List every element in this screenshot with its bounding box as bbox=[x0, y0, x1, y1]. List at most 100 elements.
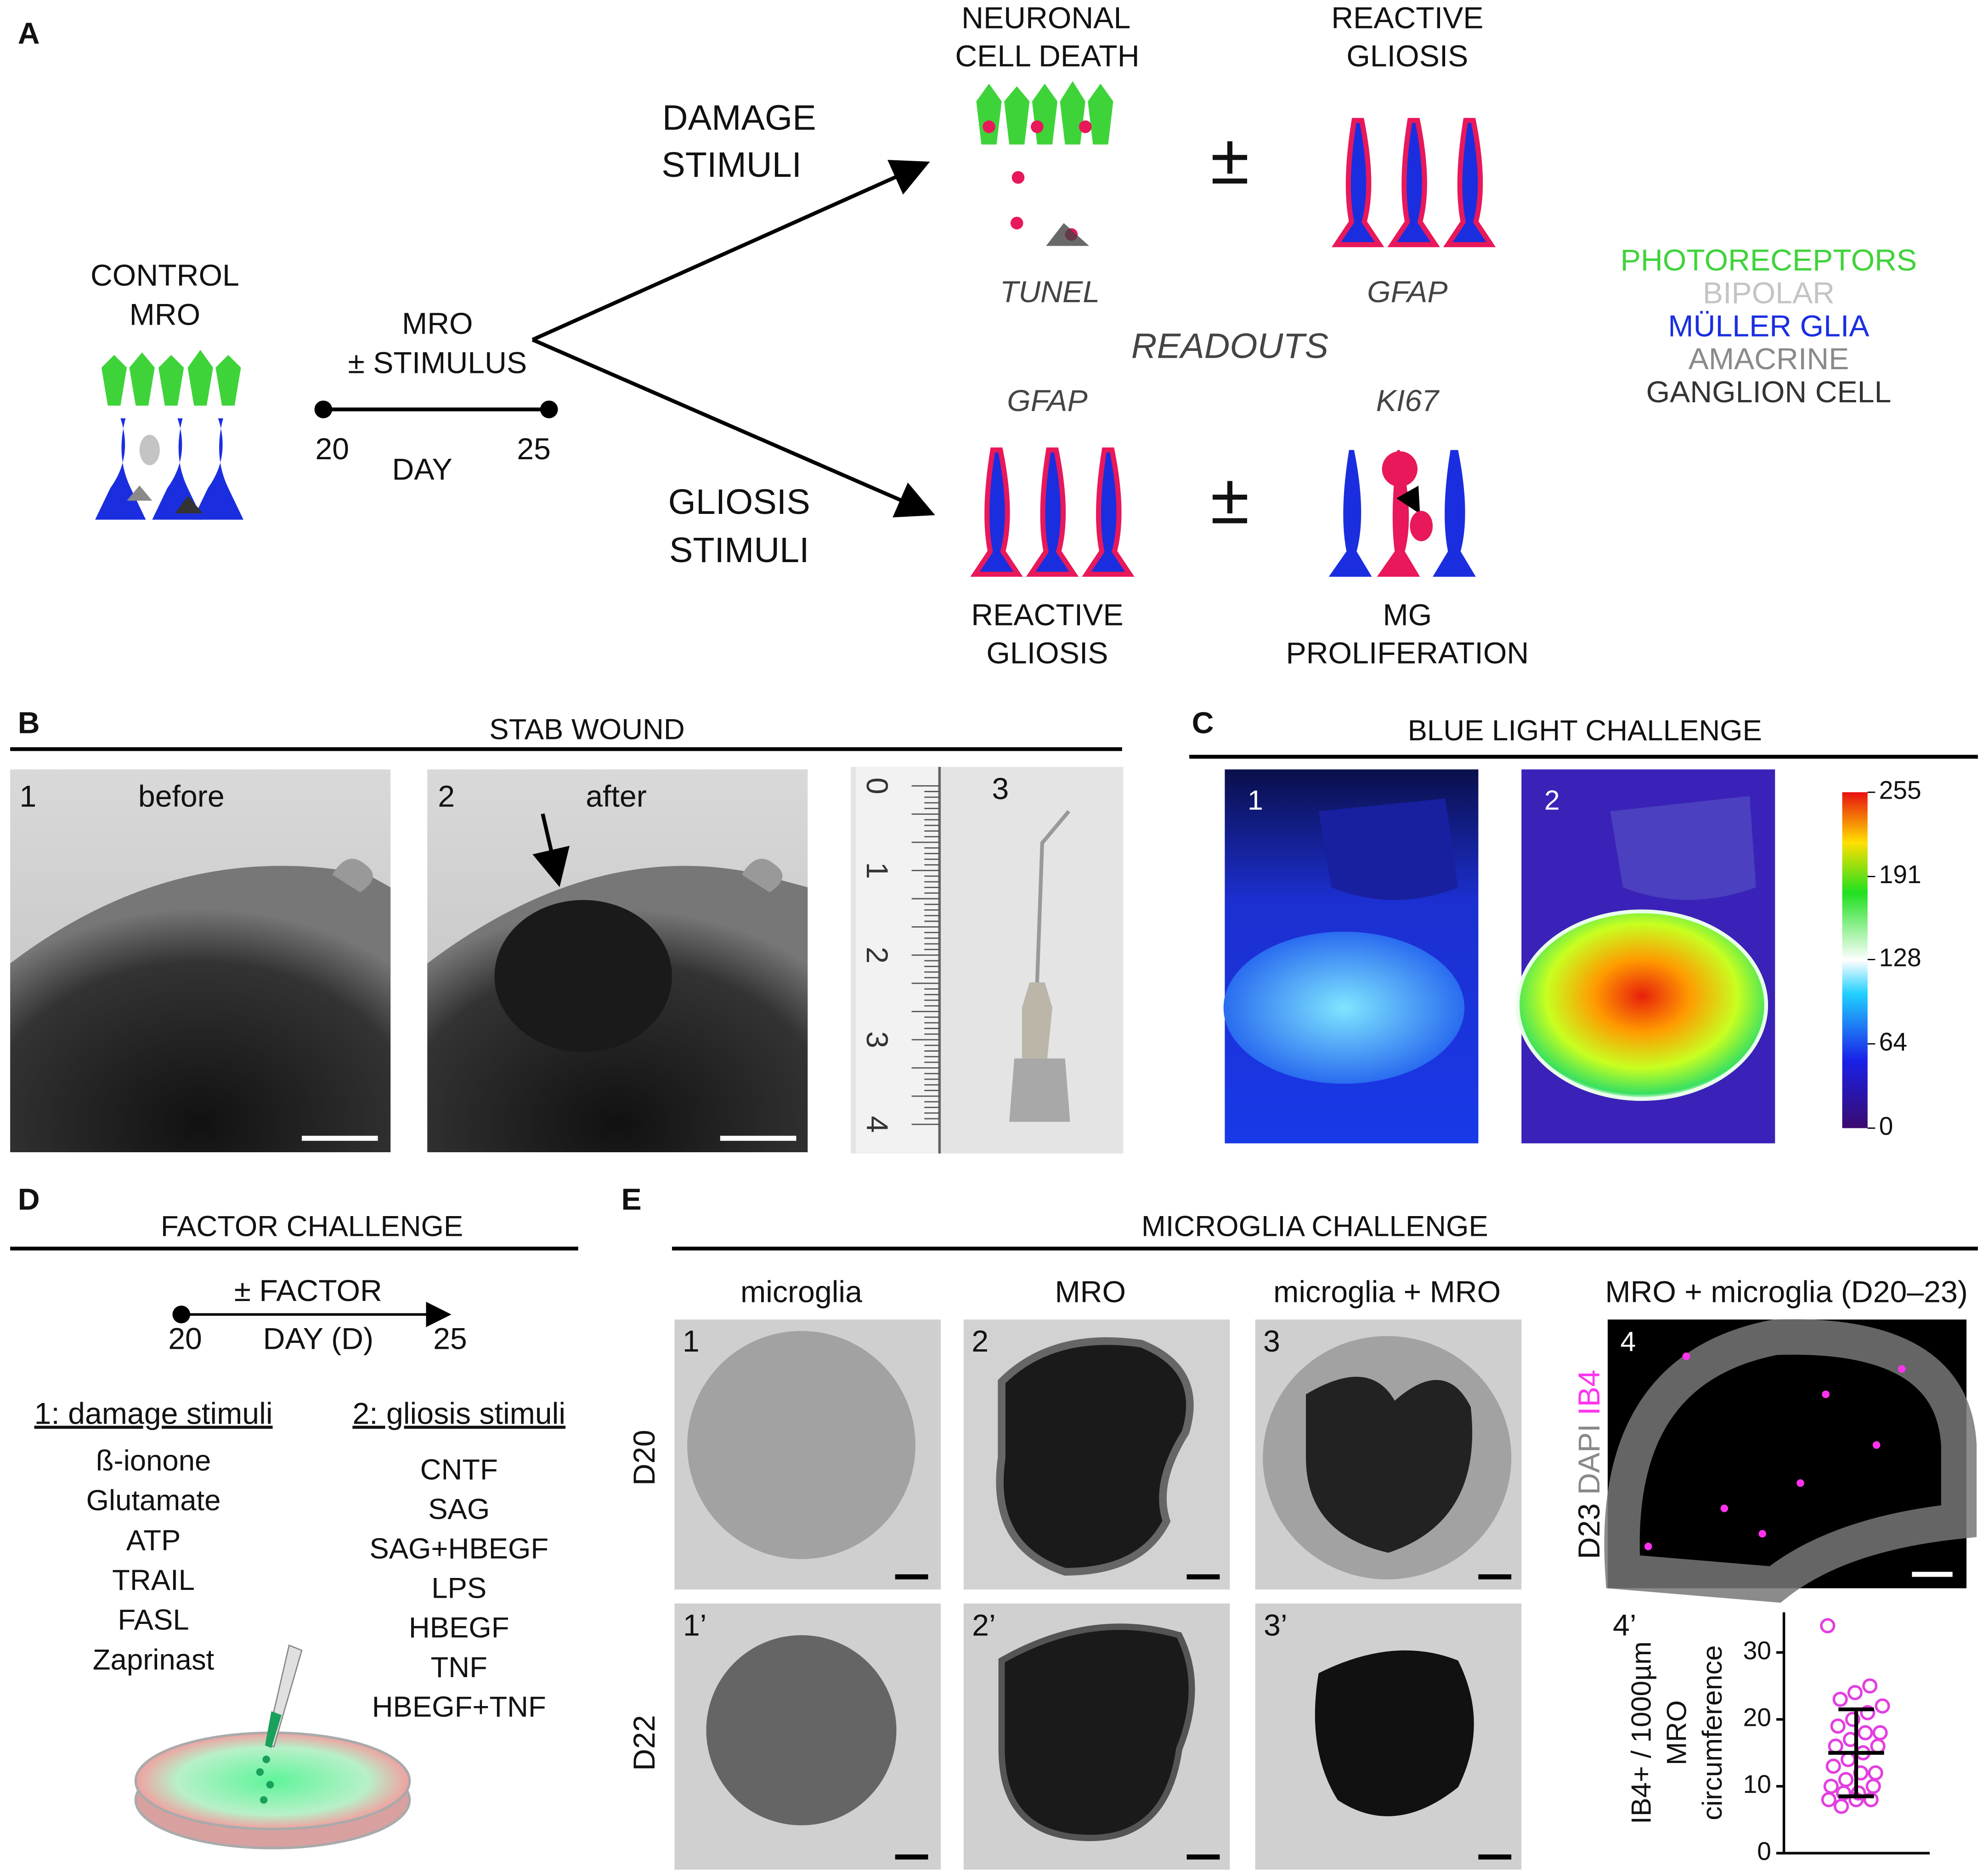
shape bbox=[1223, 931, 1465, 1084]
y-tick-label: 30 bbox=[1743, 1636, 1771, 1665]
day-unit: DAY (D) bbox=[263, 1322, 373, 1356]
shape bbox=[1011, 171, 1025, 184]
stimulus: TRAIL bbox=[112, 1564, 195, 1596]
shape bbox=[95, 418, 244, 520]
shape bbox=[1004, 86, 1030, 145]
y-tick-label: 10 bbox=[1743, 1770, 1771, 1798]
day-end: 25 bbox=[433, 1322, 467, 1356]
shape bbox=[1872, 1441, 1881, 1449]
colorbar-tick-label: 0 bbox=[1879, 1112, 1893, 1140]
stimulus: ß-ionone bbox=[96, 1445, 211, 1477]
heatmap-photo bbox=[1515, 769, 1775, 1144]
section-title: STAB WOUND bbox=[489, 713, 684, 745]
shape bbox=[1031, 120, 1044, 133]
gliosis-label: STIMULI bbox=[669, 530, 809, 570]
panel-label: A bbox=[18, 17, 40, 51]
chart-panel-label: 4’ bbox=[1613, 1609, 1637, 1643]
stain-ib4: IB4 bbox=[1572, 1370, 1606, 1415]
data-point bbox=[1845, 1712, 1861, 1727]
timeline-dot bbox=[540, 400, 558, 418]
shape bbox=[1610, 796, 1756, 900]
image-number: 1 bbox=[19, 779, 36, 813]
column-label: MRO bbox=[1055, 1275, 1126, 1309]
shape bbox=[976, 81, 1113, 145]
damage-label: STIMULI bbox=[661, 145, 802, 185]
image-number: 4 bbox=[1621, 1326, 1636, 1357]
data-point bbox=[1830, 1718, 1846, 1734]
gliosis-diagram bbox=[970, 447, 1135, 577]
readouts-label: READOUTS bbox=[1131, 326, 1328, 366]
day-start: 20 bbox=[315, 432, 349, 466]
shape bbox=[1035, 810, 1071, 983]
day-start: 20 bbox=[168, 1322, 202, 1356]
cell-diagram bbox=[95, 349, 244, 520]
stimulus: SAG+HBEGF bbox=[369, 1533, 548, 1565]
outcome-label: CELL DEATH bbox=[955, 39, 1139, 73]
legend-entry: PHOTORECEPTORS bbox=[1621, 243, 1917, 277]
shape bbox=[1822, 1390, 1830, 1398]
timeline-dot bbox=[314, 400, 333, 418]
readout: GFAP bbox=[1007, 384, 1087, 418]
shape bbox=[158, 355, 184, 406]
plus-minus: ± bbox=[1210, 119, 1249, 199]
shape bbox=[1396, 485, 1420, 514]
shape bbox=[1009, 1058, 1070, 1122]
shape bbox=[175, 496, 203, 513]
section-title: MICROGLIA CHALLENGE bbox=[1141, 1210, 1488, 1242]
shape bbox=[687, 1331, 915, 1559]
day-end: 25 bbox=[517, 432, 551, 466]
stimulus: Glutamate bbox=[86, 1485, 221, 1517]
stimulus: FASL bbox=[118, 1604, 189, 1636]
section-title: BLUE LIGHT CHALLENGE bbox=[1408, 715, 1762, 747]
data-point bbox=[1865, 1779, 1881, 1794]
colorbar-ticks: 0 64 128 191 255 bbox=[1867, 776, 1921, 1140]
shape bbox=[1515, 909, 1768, 1101]
shape bbox=[1010, 216, 1023, 230]
image-number: 1 bbox=[1248, 784, 1263, 816]
shape bbox=[532, 813, 570, 887]
shape bbox=[1060, 81, 1085, 145]
stimulus: ATP bbox=[126, 1524, 181, 1556]
gliosis-label: GLIOSIS bbox=[668, 482, 810, 522]
stimulus: HBEGF+TNF bbox=[372, 1691, 546, 1723]
data-point bbox=[1868, 1765, 1883, 1781]
shape bbox=[1088, 84, 1113, 145]
shape bbox=[101, 349, 241, 406]
outcome-label: REACTIVE bbox=[971, 598, 1123, 632]
colorbar bbox=[1842, 792, 1868, 1128]
shape bbox=[996, 1337, 1194, 1576]
list-title: 1: damage stimuli bbox=[34, 1397, 273, 1431]
shape bbox=[127, 485, 153, 501]
data-point bbox=[1851, 1785, 1866, 1801]
data-point bbox=[1832, 1691, 1848, 1707]
readout: KI67 bbox=[1376, 384, 1440, 418]
data-point bbox=[1823, 1779, 1839, 1794]
image-number: 2 bbox=[438, 779, 455, 813]
panel-b: B STAB WOUND 1 before 2 after 0 1 2 3 4 3 bbox=[10, 706, 1124, 1154]
shape bbox=[1318, 798, 1458, 900]
image-number: 3 bbox=[992, 772, 1009, 806]
cell-death-diagram bbox=[976, 81, 1113, 246]
shape bbox=[741, 858, 783, 893]
shape bbox=[266, 1780, 274, 1789]
column-label: microglia bbox=[740, 1275, 862, 1309]
control-label: MRO bbox=[130, 298, 201, 332]
micrograph bbox=[10, 769, 391, 1152]
data-point bbox=[1870, 1738, 1886, 1754]
shape bbox=[256, 1768, 264, 1776]
shape bbox=[129, 352, 155, 406]
data-point bbox=[1863, 1792, 1879, 1808]
data-point bbox=[1840, 1752, 1856, 1767]
shape bbox=[1433, 450, 1476, 577]
shape bbox=[95, 418, 146, 520]
data-point bbox=[1860, 1705, 1876, 1720]
shape bbox=[1644, 1543, 1652, 1550]
data-point bbox=[1875, 1698, 1890, 1714]
stimulus: HBEGF bbox=[409, 1612, 509, 1644]
panel-label: D bbox=[18, 1183, 40, 1217]
colorbar-tick-label: 255 bbox=[1879, 776, 1921, 805]
shape bbox=[1328, 450, 1372, 577]
panel-a: A CONTROL MRO MRO ± STIMULUS 20 25 DAY D… bbox=[18, 1, 1917, 670]
shape bbox=[10, 866, 391, 1152]
image-caption: after bbox=[586, 779, 647, 813]
